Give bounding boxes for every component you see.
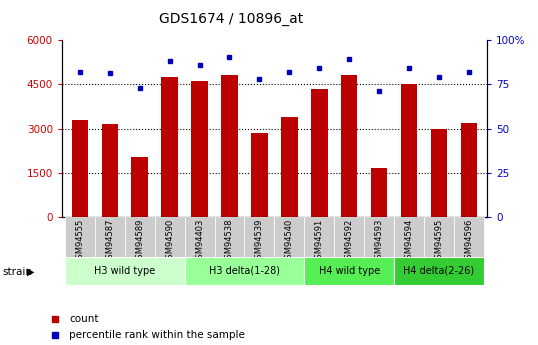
Bar bbox=[274, 217, 305, 257]
Bar bbox=[454, 217, 484, 257]
Text: GSM94539: GSM94539 bbox=[255, 218, 264, 264]
Bar bbox=[215, 217, 244, 257]
Text: GSM94592: GSM94592 bbox=[345, 218, 353, 264]
Text: GSM94595: GSM94595 bbox=[435, 218, 443, 264]
Bar bbox=[72, 120, 88, 217]
Bar bbox=[125, 217, 154, 257]
Text: count: count bbox=[69, 314, 98, 324]
Bar bbox=[311, 89, 328, 217]
Bar bbox=[154, 217, 185, 257]
Bar bbox=[431, 128, 447, 217]
Text: percentile rank within the sample: percentile rank within the sample bbox=[69, 330, 245, 340]
Bar bbox=[401, 84, 417, 217]
Text: GSM94590: GSM94590 bbox=[165, 218, 174, 264]
Bar bbox=[131, 157, 148, 217]
Bar bbox=[185, 217, 215, 257]
Bar bbox=[161, 77, 178, 217]
Text: GSM94593: GSM94593 bbox=[374, 218, 384, 264]
Bar bbox=[394, 257, 484, 285]
Text: H4 delta(2-26): H4 delta(2-26) bbox=[404, 266, 475, 276]
Bar bbox=[281, 117, 298, 217]
Text: ▶: ▶ bbox=[27, 267, 34, 276]
Text: GSM94540: GSM94540 bbox=[285, 218, 294, 264]
Text: H4 wild type: H4 wild type bbox=[318, 266, 380, 276]
Bar bbox=[461, 122, 477, 217]
Text: GDS1674 / 10896_at: GDS1674 / 10896_at bbox=[159, 12, 303, 26]
Bar bbox=[305, 217, 334, 257]
Text: GSM94555: GSM94555 bbox=[75, 218, 84, 264]
Text: GSM94594: GSM94594 bbox=[405, 218, 414, 264]
Text: strain: strain bbox=[3, 267, 33, 276]
Bar bbox=[65, 217, 95, 257]
Bar bbox=[371, 168, 387, 217]
Text: H3 delta(1-28): H3 delta(1-28) bbox=[209, 266, 280, 276]
Bar bbox=[185, 257, 305, 285]
Bar bbox=[341, 75, 357, 217]
Bar bbox=[251, 133, 267, 217]
Text: GSM94587: GSM94587 bbox=[105, 218, 114, 264]
Bar bbox=[244, 217, 274, 257]
Bar bbox=[65, 257, 185, 285]
Text: GSM94403: GSM94403 bbox=[195, 218, 204, 264]
Bar bbox=[221, 75, 238, 217]
Text: H3 wild type: H3 wild type bbox=[94, 266, 155, 276]
Bar bbox=[394, 217, 424, 257]
Text: GSM94591: GSM94591 bbox=[315, 218, 324, 264]
Bar bbox=[364, 217, 394, 257]
Text: GSM94596: GSM94596 bbox=[464, 218, 473, 264]
Bar bbox=[334, 217, 364, 257]
Text: GSM94589: GSM94589 bbox=[135, 218, 144, 264]
Text: GSM94538: GSM94538 bbox=[225, 218, 234, 264]
Bar bbox=[424, 217, 454, 257]
Bar bbox=[102, 124, 118, 217]
Bar bbox=[95, 217, 125, 257]
Bar bbox=[192, 81, 208, 217]
Bar bbox=[305, 257, 394, 285]
